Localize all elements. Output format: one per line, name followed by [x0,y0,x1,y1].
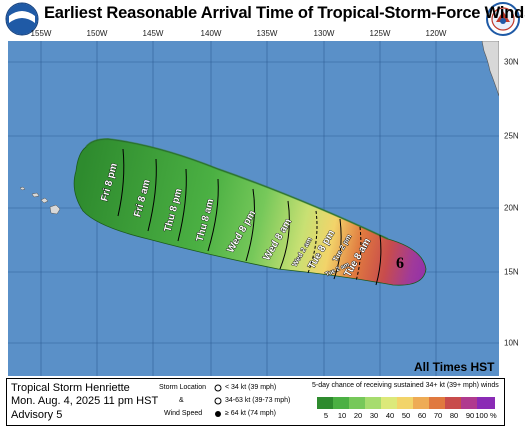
legend-wind-speed: Wind Speed [164,410,203,417]
legend-panel: Tropical Storm Henriette Mon. Aug. 4, 20… [6,378,505,426]
probability-label: 70 [433,411,443,420]
latitude-label: 20N [504,203,519,213]
probability-label: 30 [369,411,379,420]
probability-swatch [333,397,351,409]
longitude-label: 140W [200,29,222,38]
latitude-label: 10N [504,338,519,348]
storm-symbol: 6 [396,255,404,272]
longitude-label: 120W [425,29,447,38]
probability-key-title: 5-day chance of receiving sustained 34+ … [312,382,499,389]
probability-label: 40 [385,411,395,420]
probability-swatch [381,397,399,409]
legend-lt34: < 34 kt (39 mph) [225,384,277,391]
probability-label: 10 [337,411,347,420]
storm-name: Tropical Storm Henriette [11,382,130,394]
longitude-label: 145W [142,29,164,38]
legend-storm-location: Storm Location [159,384,207,391]
probability-label: 50 [401,411,411,420]
hurricane-icon [215,411,221,417]
symbol-icons [214,384,222,417]
advisory-number: Advisory 5 [11,409,63,421]
probability-label: 80 [449,411,459,420]
probability-swatch [397,397,415,409]
tropical-storm-icon [214,397,222,405]
open-circle-icon [214,384,222,392]
probability-label: 100 % [475,411,497,420]
map-title: Earliest Reasonable Arrival Time of Trop… [44,4,525,22]
longitude-label: 150W [86,29,108,38]
storm-datetime: Mon. Aug. 4, 2025 11 pm HST [11,395,159,407]
legend-and: & [179,397,184,404]
nws-logo [486,2,520,36]
latitude-label: 25N [504,131,519,141]
latitude-label: 15N [504,267,519,277]
longitude-label: 155W [30,29,52,38]
probability-swatch [429,397,447,409]
probability-swatch [477,397,495,409]
probability-label: 5 [323,411,329,420]
longitude-label: 130W [313,29,335,38]
legend-34-63: 34-63 kt (39-73 mph) [225,397,291,404]
legend-ge64: ≥ 64 kt (74 mph) [225,410,276,417]
probability-swatch [413,397,431,409]
latitude-label: 30N [504,57,519,67]
probability-label: 20 [353,411,363,420]
probability-label: 90 [465,411,475,420]
hawaiian-islands [19,186,61,215]
times-note: All Times HST [414,360,495,374]
longitude-label: 125W [369,29,391,38]
probability-swatch [365,397,383,409]
probability-swatch [445,397,463,409]
longitude-label: 135W [256,29,278,38]
probability-swatch [461,397,479,409]
probability-label: 60 [417,411,427,420]
probability-swatch [349,397,367,409]
map: 6 Fri 8 pm Fri 8 am Thu 8 pm Thu 8 am Wed 8 … [8,41,499,376]
california-coast [481,41,499,97]
probability-swatch [317,397,335,409]
arrival-isochrones [117,148,382,286]
swath-outer-edge [85,137,389,240]
noaa-logo [5,2,39,36]
